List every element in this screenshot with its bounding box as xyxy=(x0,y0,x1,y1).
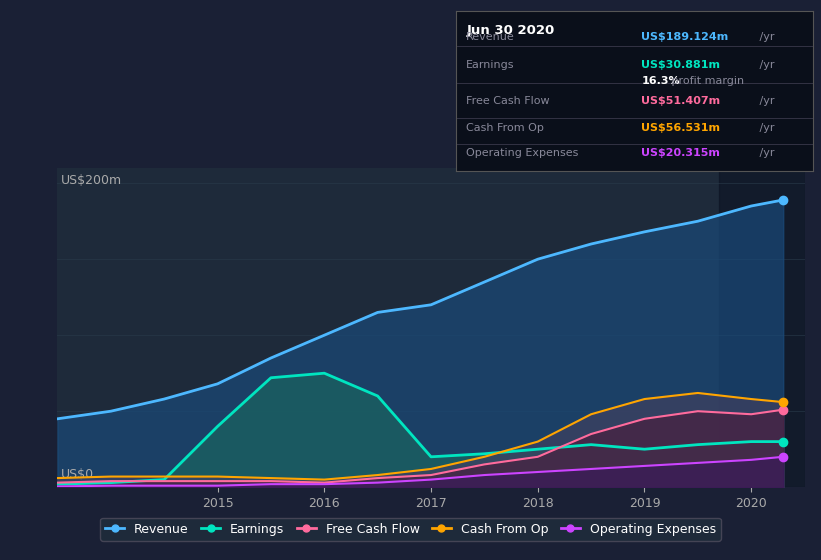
Text: US$56.531m: US$56.531m xyxy=(641,123,720,133)
Text: Revenue: Revenue xyxy=(466,32,515,42)
Text: US$200m: US$200m xyxy=(62,174,122,188)
Text: Operating Expenses: Operating Expenses xyxy=(466,148,579,158)
Text: /yr: /yr xyxy=(755,123,774,133)
Text: Cash From Op: Cash From Op xyxy=(466,123,544,133)
Text: US$20.315m: US$20.315m xyxy=(641,148,720,158)
Text: US$0: US$0 xyxy=(62,468,94,481)
Text: /yr: /yr xyxy=(755,32,774,42)
Text: Earnings: Earnings xyxy=(466,60,515,69)
Text: Free Cash Flow: Free Cash Flow xyxy=(466,96,550,106)
Text: Jun 30 2020: Jun 30 2020 xyxy=(466,24,555,37)
Text: US$189.124m: US$189.124m xyxy=(641,32,728,42)
Legend: Revenue, Earnings, Free Cash Flow, Cash From Op, Operating Expenses: Revenue, Earnings, Free Cash Flow, Cash … xyxy=(100,517,721,541)
Text: US$51.407m: US$51.407m xyxy=(641,96,721,106)
Text: 16.3%: 16.3% xyxy=(641,76,680,86)
Bar xyxy=(719,168,805,487)
Text: /yr: /yr xyxy=(755,60,774,69)
Text: /yr: /yr xyxy=(755,96,774,106)
Text: profit margin: profit margin xyxy=(668,76,745,86)
Text: /yr: /yr xyxy=(755,148,774,158)
Text: US$30.881m: US$30.881m xyxy=(641,60,720,69)
